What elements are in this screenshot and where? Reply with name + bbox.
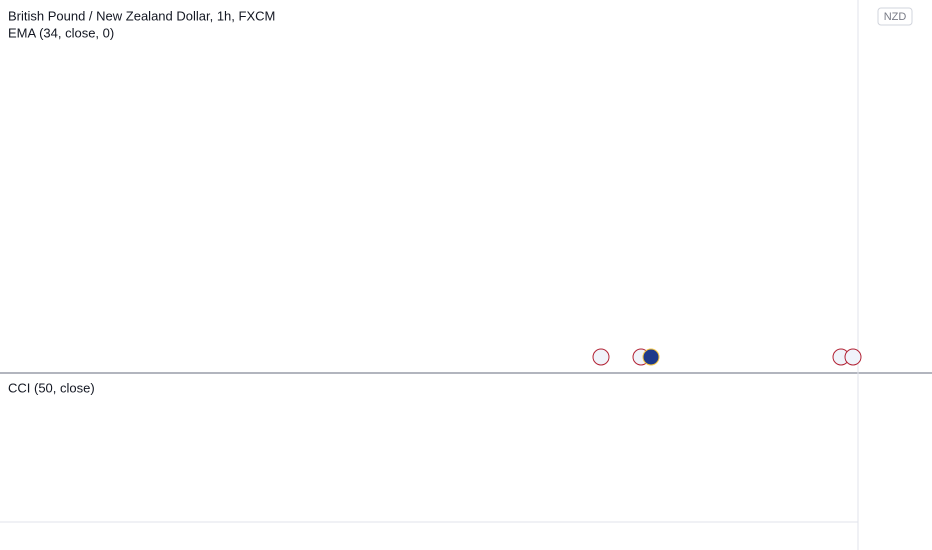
event-icons [592, 348, 862, 366]
indicator-label: EMA (34, close, 0) [8, 25, 114, 40]
currency-label[interactable]: NZD [884, 11, 907, 23]
cci-title: CCI (50, close) [8, 380, 95, 395]
flag-icon [642, 348, 660, 366]
currency-box[interactable] [877, 7, 913, 26]
chart-title: British Pound / New Zealand Dollar, 1h, … [8, 8, 275, 23]
flag-icon [844, 348, 862, 366]
flag-icon [592, 348, 610, 366]
